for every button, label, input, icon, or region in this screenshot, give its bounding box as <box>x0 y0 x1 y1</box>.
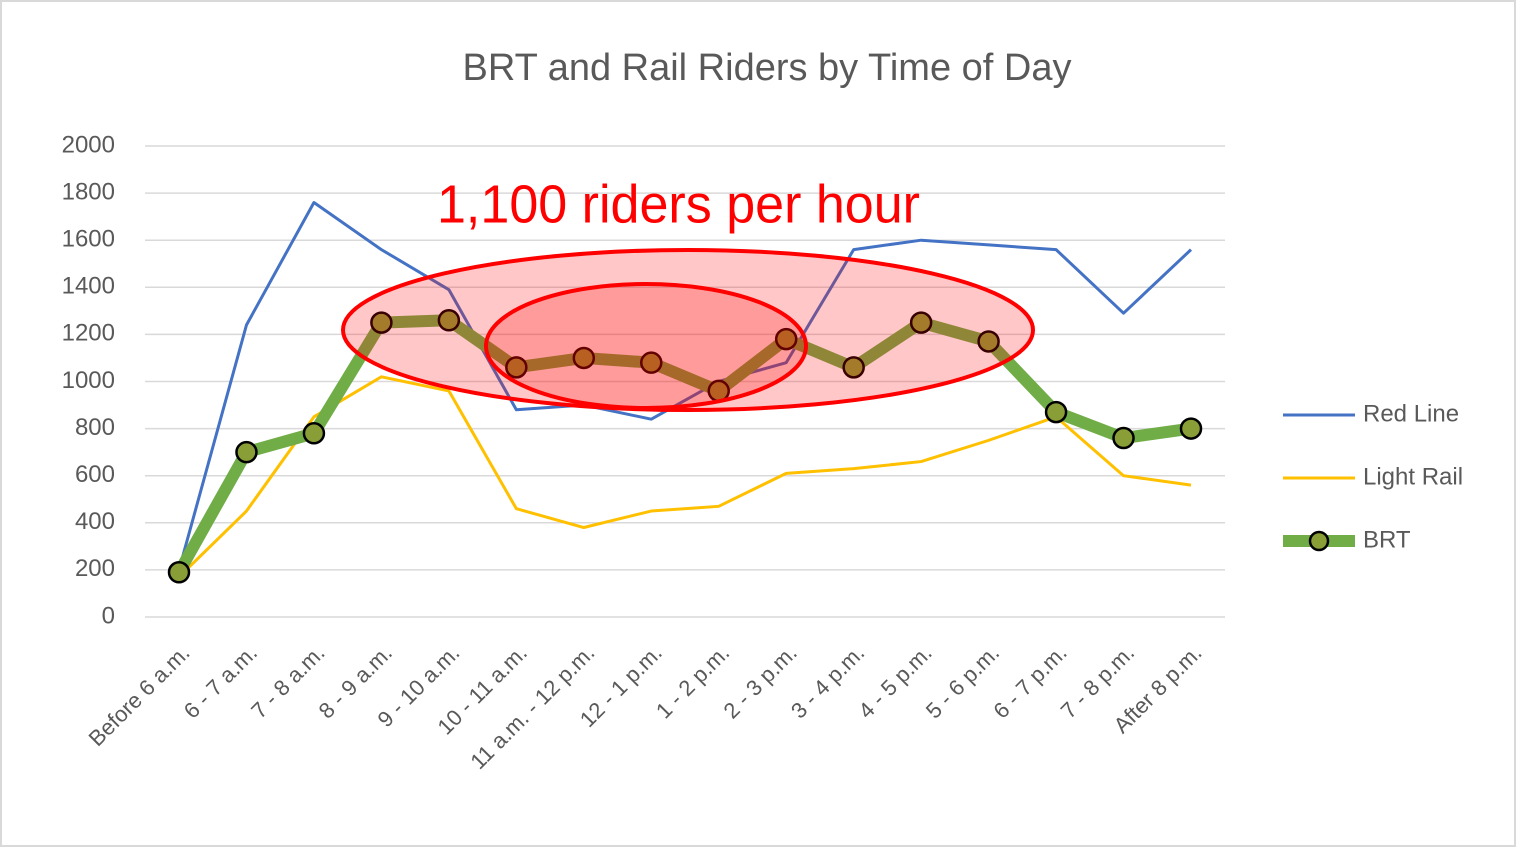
legend-label: Red Line <box>1363 400 1459 427</box>
series-line <box>173 314 1192 576</box>
legend-label: Light Rail <box>1363 463 1463 490</box>
y-tick-label: 800 <box>75 414 115 441</box>
series-marker <box>505 356 528 379</box>
legend-label: BRT <box>1363 526 1411 553</box>
series-marker <box>1179 417 1203 440</box>
series-marker <box>235 440 258 464</box>
y-tick-label: 1400 <box>62 273 115 300</box>
series-line <box>177 375 1192 579</box>
y-tick-label: 1200 <box>62 320 115 347</box>
series-marker <box>977 330 1000 353</box>
series-marker <box>437 309 461 332</box>
highlight-ellipse <box>341 248 1035 412</box>
y-tick-label: 200 <box>75 555 115 582</box>
series-marker <box>640 351 663 374</box>
series-marker <box>1112 426 1135 450</box>
series-marker <box>1044 400 1068 424</box>
y-tick-label: 1800 <box>62 178 115 205</box>
legend-marker <box>1308 530 1330 552</box>
series-marker <box>774 327 798 351</box>
y-tick-label: 0 <box>102 602 115 629</box>
series-line <box>177 201 1193 571</box>
series-marker <box>909 311 933 334</box>
highlight-ellipse <box>484 282 808 410</box>
series-marker <box>370 311 393 334</box>
y-tick-label: 2000 <box>62 131 115 158</box>
y-tick-label: 400 <box>75 508 115 535</box>
series-marker <box>572 346 596 370</box>
series-marker <box>842 356 865 379</box>
series-marker <box>167 561 191 584</box>
y-tick-label: 1600 <box>62 226 115 253</box>
y-tick-label: 600 <box>75 461 115 488</box>
y-tick-label: 1000 <box>62 367 115 394</box>
annotation: 1,100 riders per hour <box>437 174 920 234</box>
series-marker <box>302 422 326 445</box>
chart-title: BRT and Rail Riders by Time of Day <box>463 47 1072 89</box>
